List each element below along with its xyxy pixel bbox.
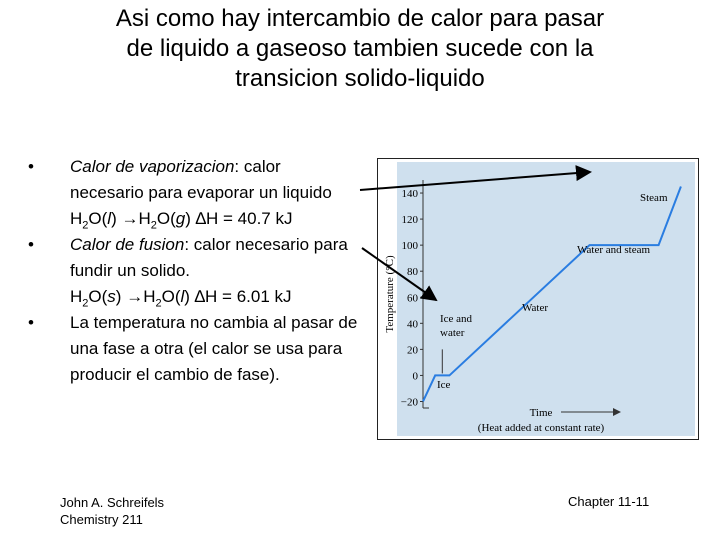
y-tick-label: 100 — [402, 240, 419, 252]
y-tick-label: 20 — [407, 344, 419, 356]
heating-curve-figure: 140 120 100 80 60 40 20 0 −20 Steam Water and st… — [376, 157, 700, 441]
vaporization-equation: H2O(l) →H2O(g) ∆H = 40.7 kJ — [70, 209, 293, 232]
arrow-icon: → — [121, 209, 139, 228]
footer-chapter: Chapter 11-11 — [568, 494, 650, 509]
y-tick-label: 80 — [407, 266, 419, 278]
footer-course: Chemistry 211 — [60, 512, 143, 527]
bullet-marker: • — [28, 157, 34, 176]
heating-curve-chart: 140 120 100 80 60 40 20 0 −20 Steam Water and st… — [376, 157, 700, 441]
vaporization-definition: : calor necesario para evaporar un liqui… — [70, 157, 332, 202]
bullet-list: • Calor de vaporizacion: calor necesario… — [28, 154, 358, 388]
y-tick-label: 60 — [407, 292, 419, 304]
x-axis-sublabel: (Heat added at constant rate) — [478, 422, 605, 434]
title-line-1: Asi como hay intercambio de calor para p… — [115, 5, 605, 32]
heating-curve-line — [422, 186, 682, 402]
term-fusion: Calor de fusion — [70, 235, 185, 254]
bullet-temperature: • La temperatura no cambia al pasar de u… — [28, 310, 358, 388]
label-ice-and-water: Ice and — [440, 313, 473, 325]
chart-background — [397, 162, 695, 436]
footer-author: John A. Schreifels — [60, 495, 165, 510]
y-tick-label: 120 — [402, 214, 419, 226]
title-line-2: de liquido a gaseoso tambien sucede con … — [126, 35, 594, 62]
title-line-3: transicion solido-liquido — [235, 65, 485, 92]
fusion-definition: : calor necesario para fundir un solido. — [70, 235, 348, 280]
bullet-marker: • — [28, 235, 34, 254]
y-tick-label: −20 — [401, 396, 419, 408]
y-tick-label: 0 — [413, 370, 419, 382]
arrow-icon: → — [126, 287, 144, 306]
temperature-note: La temperatura no cambia al pasar de una… — [70, 313, 358, 384]
footer-author-block: John A. Schreifels Chemistry 211 — [60, 494, 164, 528]
label-ice-and-water-2: water — [440, 327, 465, 339]
label-ice: Ice — [437, 379, 451, 391]
y-tick-label: 140 — [402, 188, 419, 200]
bullet-marker: • — [28, 313, 34, 332]
y-axis-label: Temperature (°C) — [384, 255, 396, 333]
bullet-vaporization: • Calor de vaporizacion: calor necesario… — [28, 154, 358, 232]
label-water: Water — [522, 302, 548, 314]
fusion-equation: H2O(s) →H2O(l) ∆H = 6.01 kJ — [70, 287, 292, 310]
slide-title: Asi como hay intercambio de calor para p… — [60, 4, 660, 94]
label-steam: Steam — [640, 192, 668, 204]
time-arrowhead — [613, 408, 621, 416]
bullet-fusion: • Calor de fusion: calor necesario para … — [28, 232, 358, 310]
y-tick-label: 40 — [407, 318, 419, 330]
label-water-and-steam: Water and steam — [577, 244, 650, 256]
x-axis-label: Time — [530, 407, 553, 419]
term-vaporization: Calor de vaporizacion — [70, 157, 235, 176]
